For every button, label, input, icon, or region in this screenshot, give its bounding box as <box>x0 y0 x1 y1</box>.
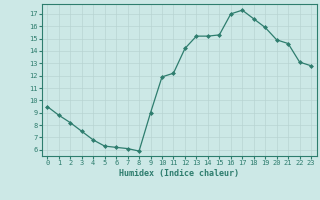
X-axis label: Humidex (Indice chaleur): Humidex (Indice chaleur) <box>119 169 239 178</box>
